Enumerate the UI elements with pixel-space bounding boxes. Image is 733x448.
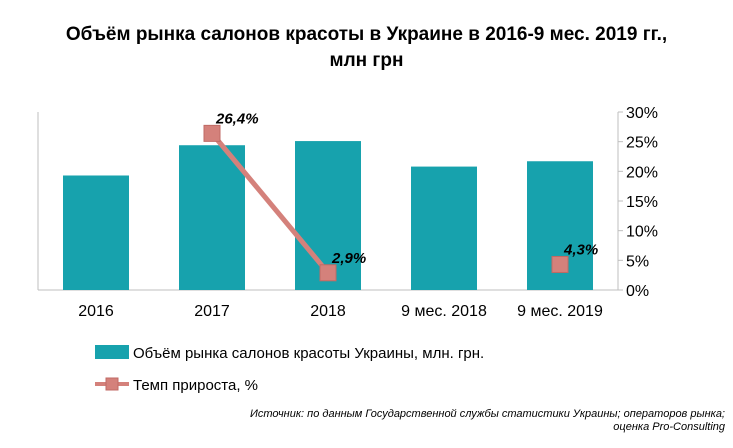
legend-line-label: Темп прироста, % <box>133 377 258 394</box>
growth-point-marker <box>551 255 569 273</box>
growth-data-label: 4,3% <box>563 241 598 258</box>
x-axis-tick-label: 9 мес. 2018 <box>401 303 487 320</box>
right-axis-tick-label: 30% <box>626 105 658 122</box>
growth-data-label: 2,9% <box>331 250 366 267</box>
legend-line-marker <box>105 377 119 391</box>
bar-market-volume <box>411 166 477 290</box>
x-axis-tick-label: 2017 <box>194 303 230 320</box>
right-axis-tick-label: 10% <box>626 224 658 241</box>
growth-line-segment <box>210 131 330 275</box>
legend-bar-swatch <box>95 345 129 359</box>
chart-title-line-2: млн грн <box>329 50 404 71</box>
x-axis-tick-label: 2018 <box>310 303 346 320</box>
x-axis-tick-label: 9 мес. 2019 <box>517 303 603 320</box>
bar-market-volume <box>63 175 129 290</box>
right-axis-tick-label: 20% <box>626 164 658 181</box>
source-note: Источник: по данным Государственной служ… <box>250 408 725 434</box>
chart-title: Объём рынка салонов красоты в Украине в … <box>0 22 733 74</box>
growth-point-marker <box>319 264 337 282</box>
growth-point-marker <box>203 124 221 142</box>
right-axis-tick-label: 5% <box>626 253 649 270</box>
right-axis-tick-label: 0% <box>626 283 649 300</box>
source-line-2: оценка Pro-Consulting <box>613 421 725 433</box>
legend-bar-label: Объём рынка салонов красоты Украины, млн… <box>133 345 484 362</box>
right-axis-tick-label: 15% <box>626 194 658 211</box>
source-line-1: Источник: по данным Государственной служ… <box>249 408 725 420</box>
right-axis-tick-label: 25% <box>626 135 658 152</box>
bar-market-volume <box>179 145 245 290</box>
x-axis-tick-label: 2016 <box>78 303 114 320</box>
chart-title-line-1: Объём рынка салонов красоты в Украине в … <box>65 24 668 45</box>
growth-data-label: 26,4% <box>215 110 259 127</box>
